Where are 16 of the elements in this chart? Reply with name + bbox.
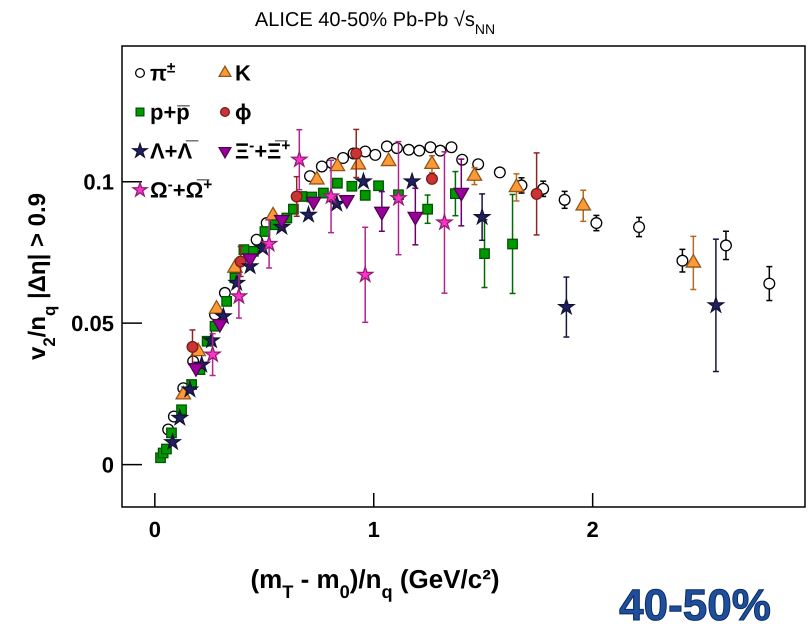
y-tick-label: 0 xyxy=(102,452,114,478)
legend-label: Ω$^{-}$+Ω̅$^{+}$ xyxy=(150,176,212,203)
chart-title: ALICE 40-50% Pb-Pb √s$_{NN}$ xyxy=(254,9,496,37)
legend-label: K xyxy=(235,60,251,86)
x-tick-label: 0 xyxy=(148,517,161,542)
y-tick-label: 0.05 xyxy=(71,310,114,336)
x-tick-label: 1 xyxy=(368,517,380,542)
x-tick-label: 2 xyxy=(586,517,599,542)
legend-label: Ξ$^{-}$+Ξ̅$^{+}$ xyxy=(235,137,290,164)
legend-label: ϕ xyxy=(235,100,252,125)
legend-label: p+p̅ xyxy=(150,100,191,125)
text: 40-50% xyxy=(619,581,771,628)
legend-label: π$^{±}$ xyxy=(150,59,176,86)
x-axis-title: (m$_{T}$ - m$_{0}$)/n$_{q}$ (GeV/c²) xyxy=(250,564,500,602)
y-tick-label: 0.1 xyxy=(83,169,114,194)
legend-label: Λ+Λ̅ xyxy=(150,138,200,164)
